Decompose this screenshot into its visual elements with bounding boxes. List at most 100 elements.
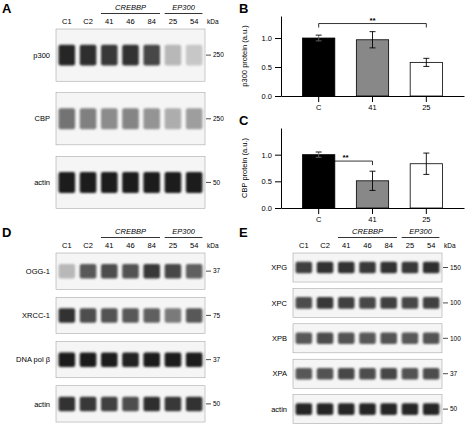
- error-line: [426, 58, 427, 66]
- row-label: XPG: [271, 263, 287, 272]
- group-line: [101, 13, 160, 14]
- band: [296, 333, 313, 345]
- bands: [59, 352, 203, 367]
- kda-tick: [443, 267, 448, 268]
- band: [423, 403, 440, 415]
- lane-label: 84: [385, 241, 393, 250]
- tick-mark: [275, 155, 281, 156]
- band: [165, 264, 182, 279]
- tick-mark: [275, 38, 281, 39]
- bar-panel: C0.00.51.0C4125**CBP protein (a.u.): [239, 113, 465, 224]
- kda-tick: [206, 359, 211, 360]
- tick: 1.0: [262, 151, 281, 160]
- group-label: CREBBP: [115, 227, 146, 236]
- error-cap: [316, 152, 322, 153]
- band: [380, 403, 397, 415]
- band: [317, 403, 334, 415]
- band: [101, 352, 118, 367]
- tick-label: 41: [368, 215, 376, 224]
- error-cap: [316, 157, 322, 158]
- group-label: EP300: [172, 3, 195, 12]
- row-label: p300: [33, 51, 50, 60]
- band: [59, 308, 76, 323]
- kda-tick: [443, 338, 448, 339]
- band: [101, 264, 118, 279]
- band: [423, 333, 440, 345]
- band: [380, 368, 397, 380]
- tick-mark: [275, 67, 281, 68]
- kda-label: 100: [450, 335, 461, 342]
- tick: C: [316, 208, 322, 224]
- band: [122, 172, 139, 193]
- kda-label: 37: [450, 370, 458, 377]
- tick-label: 1.0: [262, 34, 272, 43]
- tick-mark: [426, 208, 427, 214]
- membrane: [293, 359, 442, 388]
- membrane: [56, 253, 205, 289]
- figure: ACREBBPEP300C1C24146842554kDap300250CBP2…: [0, 0, 474, 434]
- plot: 0.00.51.0C4125**: [262, 129, 465, 225]
- membrane: [56, 386, 205, 422]
- band: [338, 403, 355, 415]
- tick-label: 0.5: [262, 177, 272, 186]
- kda-tick: [443, 373, 448, 374]
- bands: [59, 264, 203, 279]
- kda-label: 75: [213, 312, 221, 319]
- band: [59, 264, 76, 279]
- lane-label: C1: [299, 241, 309, 250]
- unit-label: kDa: [207, 242, 219, 249]
- group-label: EP300: [172, 227, 195, 236]
- band: [122, 352, 139, 367]
- row-label: XPC: [272, 299, 288, 308]
- kda-tick: [206, 118, 211, 119]
- error-cap: [370, 190, 376, 191]
- band: [80, 108, 97, 129]
- band: [186, 308, 203, 323]
- membrane: [293, 395, 442, 424]
- row-label: actin: [271, 405, 287, 414]
- band: [380, 333, 397, 345]
- bands: [296, 297, 440, 309]
- tick-label: 0.0: [262, 204, 272, 213]
- band: [80, 264, 97, 279]
- band: [143, 264, 160, 279]
- axis-line: [281, 129, 282, 209]
- kda-tick: [206, 182, 211, 183]
- lane-label: 25: [169, 241, 177, 250]
- band: [186, 172, 203, 193]
- error-cap: [316, 35, 322, 36]
- error-cap: [316, 40, 322, 41]
- error-cap: [423, 66, 429, 67]
- band: [186, 397, 203, 412]
- kda-label: 150: [450, 264, 461, 271]
- bands: [296, 403, 440, 415]
- lane-label: 41: [105, 241, 113, 250]
- bands: [59, 45, 203, 66]
- band: [80, 45, 97, 66]
- kda-label: 250: [213, 115, 224, 122]
- error-bar: [316, 35, 322, 41]
- tick: 25: [422, 96, 430, 112]
- band: [165, 308, 182, 323]
- error-cap: [423, 58, 429, 59]
- bands: [296, 368, 440, 380]
- kda-label: 37: [213, 267, 221, 274]
- band: [317, 368, 334, 380]
- bands: [59, 108, 203, 129]
- error-line: [372, 171, 373, 190]
- tick: 41: [368, 96, 376, 112]
- y-axis: 0.00.51.0: [262, 17, 282, 101]
- kda-label: 50: [450, 405, 458, 412]
- lane-label: 46: [363, 241, 371, 250]
- band: [186, 264, 203, 279]
- panel-letter: A: [2, 1, 12, 16]
- blot-panel: ECREBBPEP300C1C24146842554kDaXPG150XPC10…: [239, 225, 461, 424]
- band: [101, 397, 118, 412]
- band: [165, 352, 182, 367]
- kda-label: 100: [450, 299, 461, 306]
- band: [186, 45, 203, 66]
- group-label: CREBBP: [115, 3, 146, 12]
- band: [186, 108, 203, 129]
- group-line: [165, 13, 203, 14]
- band: [143, 108, 160, 129]
